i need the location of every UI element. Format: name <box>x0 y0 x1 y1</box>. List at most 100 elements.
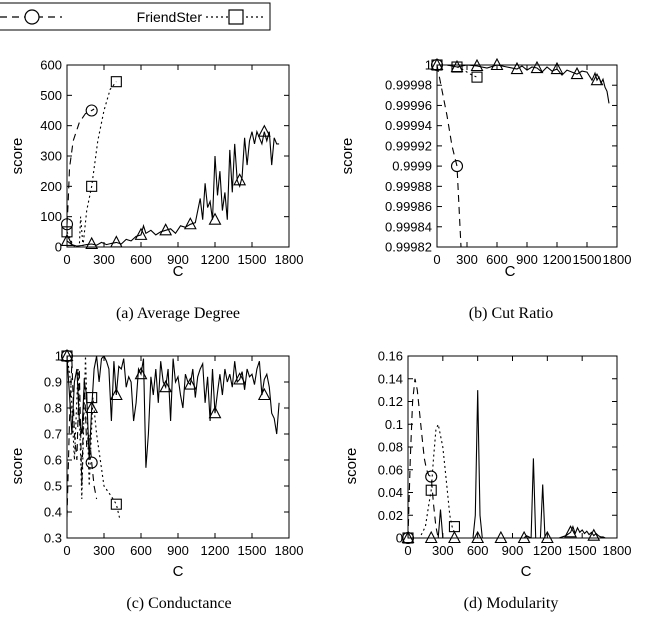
y-tick-label: 1 <box>425 58 432 73</box>
data-point-square <box>61 226 73 238</box>
data-point-triangle <box>570 66 584 80</box>
y-tick-label: 0.6 <box>44 453 62 468</box>
y-tick-label: 0.02 <box>378 508 403 523</box>
y-tick-label: 0 <box>396 531 403 546</box>
y-tick-label: 300 <box>40 149 62 164</box>
y-tick-label: 0.12 <box>378 394 403 409</box>
series-line-solid <box>67 129 280 247</box>
data-point-triangle <box>550 61 564 75</box>
legend-label-friendster: FriendSter <box>137 9 203 25</box>
x-tick-label: 1200 <box>201 252 230 267</box>
series-line-solid <box>437 65 610 104</box>
series-line-dashed <box>408 378 439 538</box>
panel-average-degree: (a) Average Degree C score 0 300 600 900 120… <box>9 58 303 323</box>
data-point-triangle <box>159 380 173 393</box>
xlabel-c: C <box>173 563 184 580</box>
x-tick-label: 1800 <box>603 252 632 267</box>
x-tick-label: 0 <box>404 543 411 558</box>
x-tick-label: 600 <box>486 252 508 267</box>
data-point-triangle <box>448 530 461 544</box>
data-point-triangle <box>183 217 197 230</box>
data-point-triangle <box>109 235 123 248</box>
data-point-square <box>471 71 483 83</box>
y-tick-label: 400 <box>40 118 62 133</box>
data-point-triangle <box>85 236 99 250</box>
data-point-triangle <box>208 406 222 419</box>
legend-entry-friendster: FriendSter <box>137 9 264 25</box>
x-tick-label: 300 <box>432 543 454 558</box>
data-point-triangle <box>257 387 271 401</box>
data-point-circle <box>85 456 98 469</box>
y-tick-label: 0.14 <box>378 371 403 386</box>
y-tick-label: 0.9 <box>44 375 62 390</box>
panel-modularity: (d) Modularity C score 0 300 600 900 1200 150… <box>343 349 631 613</box>
y-tick-label: 0.5 <box>44 479 62 494</box>
x-tick-label: 1200 <box>543 252 572 267</box>
data-point-square <box>451 61 463 73</box>
y-tick-label: 0.08 <box>378 440 403 455</box>
x-tick-label: 1500 <box>573 252 602 267</box>
series-line-dotted <box>67 356 121 520</box>
x-tick-label: 1800 <box>275 252 304 267</box>
data-point-square <box>431 59 443 71</box>
x-tick-label: 1800 <box>275 543 304 558</box>
data-point-triangle <box>208 212 222 225</box>
y-tick-label: 0.99982 <box>385 240 432 255</box>
data-point-circle <box>85 104 98 117</box>
y-tick-label: 0.99988 <box>385 179 432 194</box>
x-tick-label: 300 <box>93 543 115 558</box>
x-tick-label: 1500 <box>568 543 597 558</box>
data-point-triangle <box>510 61 524 75</box>
y-tick-label: 500 <box>40 88 62 103</box>
legend-marker-circle <box>24 9 40 25</box>
ylabel-c: score <box>9 448 26 485</box>
x-tick-label: 0 <box>433 252 440 267</box>
data-point-triangle <box>109 387 123 401</box>
y-tick-label: 0.3 <box>44 531 62 546</box>
y-tick-label: 0.16 <box>378 349 403 364</box>
y-tick-label: 0.4 <box>44 505 62 520</box>
y-tick-label: 1 <box>55 349 62 364</box>
x-tick-label: 300 <box>456 252 478 267</box>
data-point-triangle <box>494 530 508 544</box>
data-point-triangle <box>530 60 544 74</box>
data-point-square <box>86 392 98 404</box>
x-tick-label: 1200 <box>533 543 562 558</box>
x-tick-label: 1500 <box>238 252 267 267</box>
data-point-square <box>110 498 122 510</box>
y-tick-label: 0 <box>55 240 62 255</box>
plot-frame <box>407 355 618 539</box>
ylabel-b: score <box>339 138 356 175</box>
data-point-triangle <box>60 233 74 246</box>
y-tick-label: 100 <box>40 209 62 224</box>
series-line-dotted <box>408 422 455 538</box>
data-point-triangle <box>517 530 531 544</box>
caption-average-degree: (a) Average Degree <box>116 305 240 322</box>
x-tick-label: 1500 <box>238 543 267 558</box>
data-point-square <box>61 350 73 362</box>
x-tick-label: 600 <box>130 543 152 558</box>
data-point-triangle <box>134 367 148 380</box>
data-point-triangle <box>424 530 438 544</box>
y-tick-label: 0.99986 <box>385 199 432 214</box>
y-tick-label: 0.99984 <box>385 219 432 234</box>
data-point-triangle <box>183 377 197 390</box>
data-point-square <box>110 76 122 88</box>
x-tick-label: 600 <box>130 252 152 267</box>
legend-entry-dashed-circle <box>0 9 62 25</box>
x-tick-label: 900 <box>502 543 524 558</box>
y-tick-label: 0.04 <box>378 485 403 500</box>
caption-modularity: (d) Modularity <box>464 595 559 612</box>
panel-conductance: (c) Conductance C score 0 300 600 900 1200 15… <box>9 349 303 613</box>
legend-frame <box>0 2 271 31</box>
y-tick-label: 0.99994 <box>385 118 432 133</box>
series-line-dashed <box>437 65 462 247</box>
y-tick-label: 0.99992 <box>385 138 432 153</box>
plot-frame <box>66 355 290 539</box>
panel-cut-ratio: (b) Cut Ratio C score 0 300 600 900 1200 1500… <box>339 58 631 323</box>
x-tick-label: 300 <box>93 252 115 267</box>
data-point-triangle <box>134 227 148 240</box>
plot-frame <box>66 64 290 248</box>
xlabel-b: C <box>505 263 516 280</box>
